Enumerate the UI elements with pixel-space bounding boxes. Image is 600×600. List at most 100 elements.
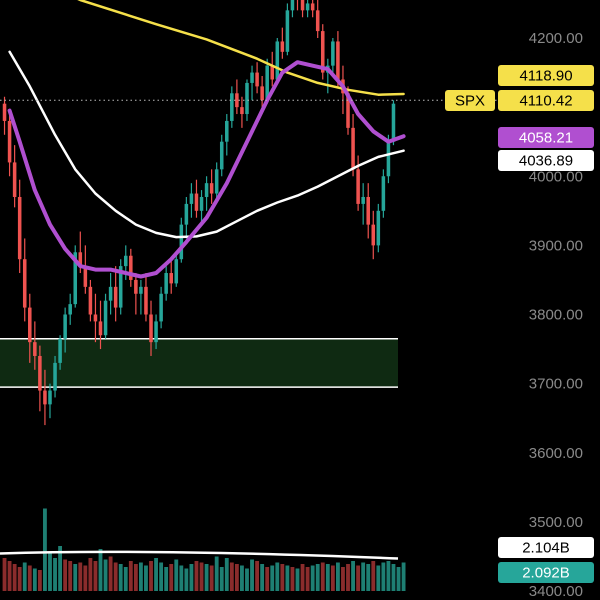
candle-body	[38, 355, 42, 391]
volume-bar	[93, 561, 98, 591]
candle-body	[134, 279, 138, 294]
candle-body	[361, 196, 365, 204]
volume-bar	[133, 564, 138, 591]
volume-bar	[179, 565, 184, 591]
volume-bar	[194, 561, 199, 591]
volume-bar	[381, 562, 386, 591]
volume-bar	[58, 546, 63, 591]
volume-bar	[43, 508, 47, 591]
volume-bar	[270, 565, 275, 591]
candle-body	[129, 255, 133, 280]
candle-body	[336, 41, 340, 80]
candle-body	[58, 338, 62, 363]
candle-body	[68, 304, 72, 315]
candle-body	[315, 10, 320, 32]
volume-bar	[290, 567, 295, 591]
candle-body	[169, 273, 173, 284]
candle-body	[245, 82, 249, 115]
candle-body	[179, 224, 184, 260]
volume-bar	[27, 565, 32, 591]
volume-bar	[401, 562, 406, 591]
candle-body	[17, 196, 22, 260]
y-tick-label: 4000.00	[529, 168, 583, 185]
candle-body	[300, 0, 305, 11]
volume-bar	[366, 564, 371, 591]
candle-body	[33, 342, 37, 356]
volume-bar	[305, 567, 310, 591]
moving-average-white	[8, 50, 405, 239]
price-tag-bg	[498, 150, 594, 171]
volume-bar	[204, 564, 209, 591]
candle-body	[78, 252, 83, 267]
volume-bar	[78, 562, 83, 591]
candle-body	[184, 203, 189, 225]
volume-bar	[234, 564, 239, 591]
candle-body	[209, 183, 214, 194]
candle-body	[139, 286, 143, 294]
volume-bar	[189, 564, 194, 591]
candle-body	[88, 286, 93, 315]
candle-body	[285, 10, 290, 52]
volume-bar	[159, 562, 164, 591]
volume-bar	[164, 567, 169, 591]
candle-body	[199, 196, 204, 211]
candle-body	[123, 255, 128, 267]
candle-body	[159, 293, 163, 322]
candle-body	[28, 307, 32, 343]
candle-body	[149, 314, 153, 343]
volume-bar	[88, 558, 93, 591]
volume-bar	[351, 561, 355, 591]
volume-bar	[17, 567, 22, 591]
y-tick-label: 3500.00	[529, 514, 583, 531]
volume-bar	[330, 565, 335, 591]
y-tick-label: 3600.00	[529, 445, 583, 462]
volume-bar	[371, 561, 376, 591]
volume-tag: 2.092B	[522, 565, 570, 582]
volume-bar	[361, 562, 366, 591]
volume-bar	[22, 562, 27, 591]
volume-bar	[300, 564, 305, 591]
volume-bar	[325, 564, 330, 591]
volume-bar	[12, 564, 17, 591]
candle-body	[235, 93, 239, 108]
volume-bar	[295, 568, 300, 591]
volume-bar	[98, 549, 103, 591]
candle-body	[230, 93, 234, 121]
candle-body	[2, 103, 7, 121]
candle-body	[255, 72, 259, 87]
candle-body	[63, 314, 67, 339]
volume-bar	[280, 564, 285, 591]
volume-bar	[214, 556, 219, 591]
volume-bar	[184, 568, 189, 591]
volume-bar	[48, 553, 52, 591]
volume-bar	[113, 562, 118, 591]
candle-body	[164, 273, 168, 294]
candle-body	[240, 107, 244, 115]
volume-bar	[219, 567, 224, 591]
volume-bar	[341, 567, 345, 591]
y-tick-label: 3900.00	[529, 237, 583, 254]
moving-average-yellow	[77, 0, 405, 96]
volume-bar	[138, 562, 143, 591]
candle-body	[214, 169, 219, 194]
volume-bar	[123, 567, 128, 591]
candle-body	[113, 286, 118, 308]
y-tick-label: 4200.00	[529, 30, 583, 47]
candle-body	[265, 65, 269, 101]
volume-bar	[2, 558, 7, 591]
volume-bar	[285, 565, 290, 591]
candle-body	[108, 286, 113, 301]
volume-bar	[37, 570, 42, 591]
volume-bar	[144, 565, 148, 591]
candle-body	[144, 286, 148, 315]
volume-bar	[209, 565, 214, 591]
volume-bar	[376, 565, 381, 591]
candle-body	[331, 41, 335, 66]
volume-bar	[174, 559, 179, 591]
y-tick-label: 3800.00	[529, 307, 583, 324]
candle-body	[48, 390, 52, 405]
candle-body	[305, 3, 310, 11]
volume-bar	[83, 565, 88, 591]
volume-bar	[32, 568, 37, 591]
